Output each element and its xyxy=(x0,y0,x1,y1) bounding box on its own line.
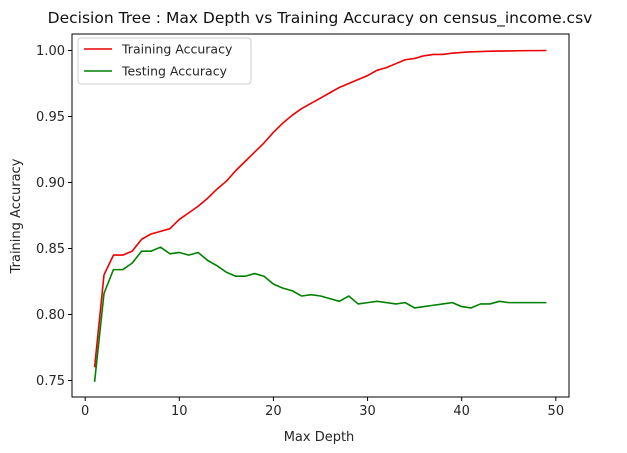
series-line-testing xyxy=(93,246,547,382)
legend: Training Accuracy Testing Accuracy xyxy=(77,37,252,85)
y-tick-label: 0.85 xyxy=(36,242,65,257)
x-axis-label: Max Depth xyxy=(284,430,355,445)
y-tick-label: 0.95 xyxy=(36,110,65,125)
legend-box xyxy=(77,37,252,85)
y-tick-label: 0.80 xyxy=(36,308,65,323)
x-tick-label: 50 xyxy=(548,404,565,419)
plot-area xyxy=(72,34,569,397)
y-tick-label: 1.00 xyxy=(36,44,65,59)
x-tick-label: 30 xyxy=(359,404,376,419)
x-tick-label: 20 xyxy=(265,404,282,419)
series-lines xyxy=(93,49,547,382)
plot-frame xyxy=(71,33,570,398)
chart-title: Decision Tree : Max Depth vs Training Ac… xyxy=(48,9,593,28)
y-axis-label: Training Accuracy xyxy=(9,158,24,274)
x-tick-label: 0 xyxy=(81,404,89,419)
legend-label-testing: Testing Accuracy xyxy=(121,64,228,79)
series-line-training xyxy=(93,49,547,368)
x-tick-label: 10 xyxy=(171,404,188,419)
x-axis-ticks: 0 10 20 30 40 50 xyxy=(81,397,564,419)
x-tick-label: 40 xyxy=(453,404,470,419)
legend-label-training: Training Accuracy xyxy=(121,42,233,57)
y-tick-label: 0.75 xyxy=(36,374,65,389)
y-tick-label: 0.90 xyxy=(36,176,65,191)
y-axis-ticks: 0.75 0.80 0.85 0.90 0.95 1.00 xyxy=(36,44,72,389)
